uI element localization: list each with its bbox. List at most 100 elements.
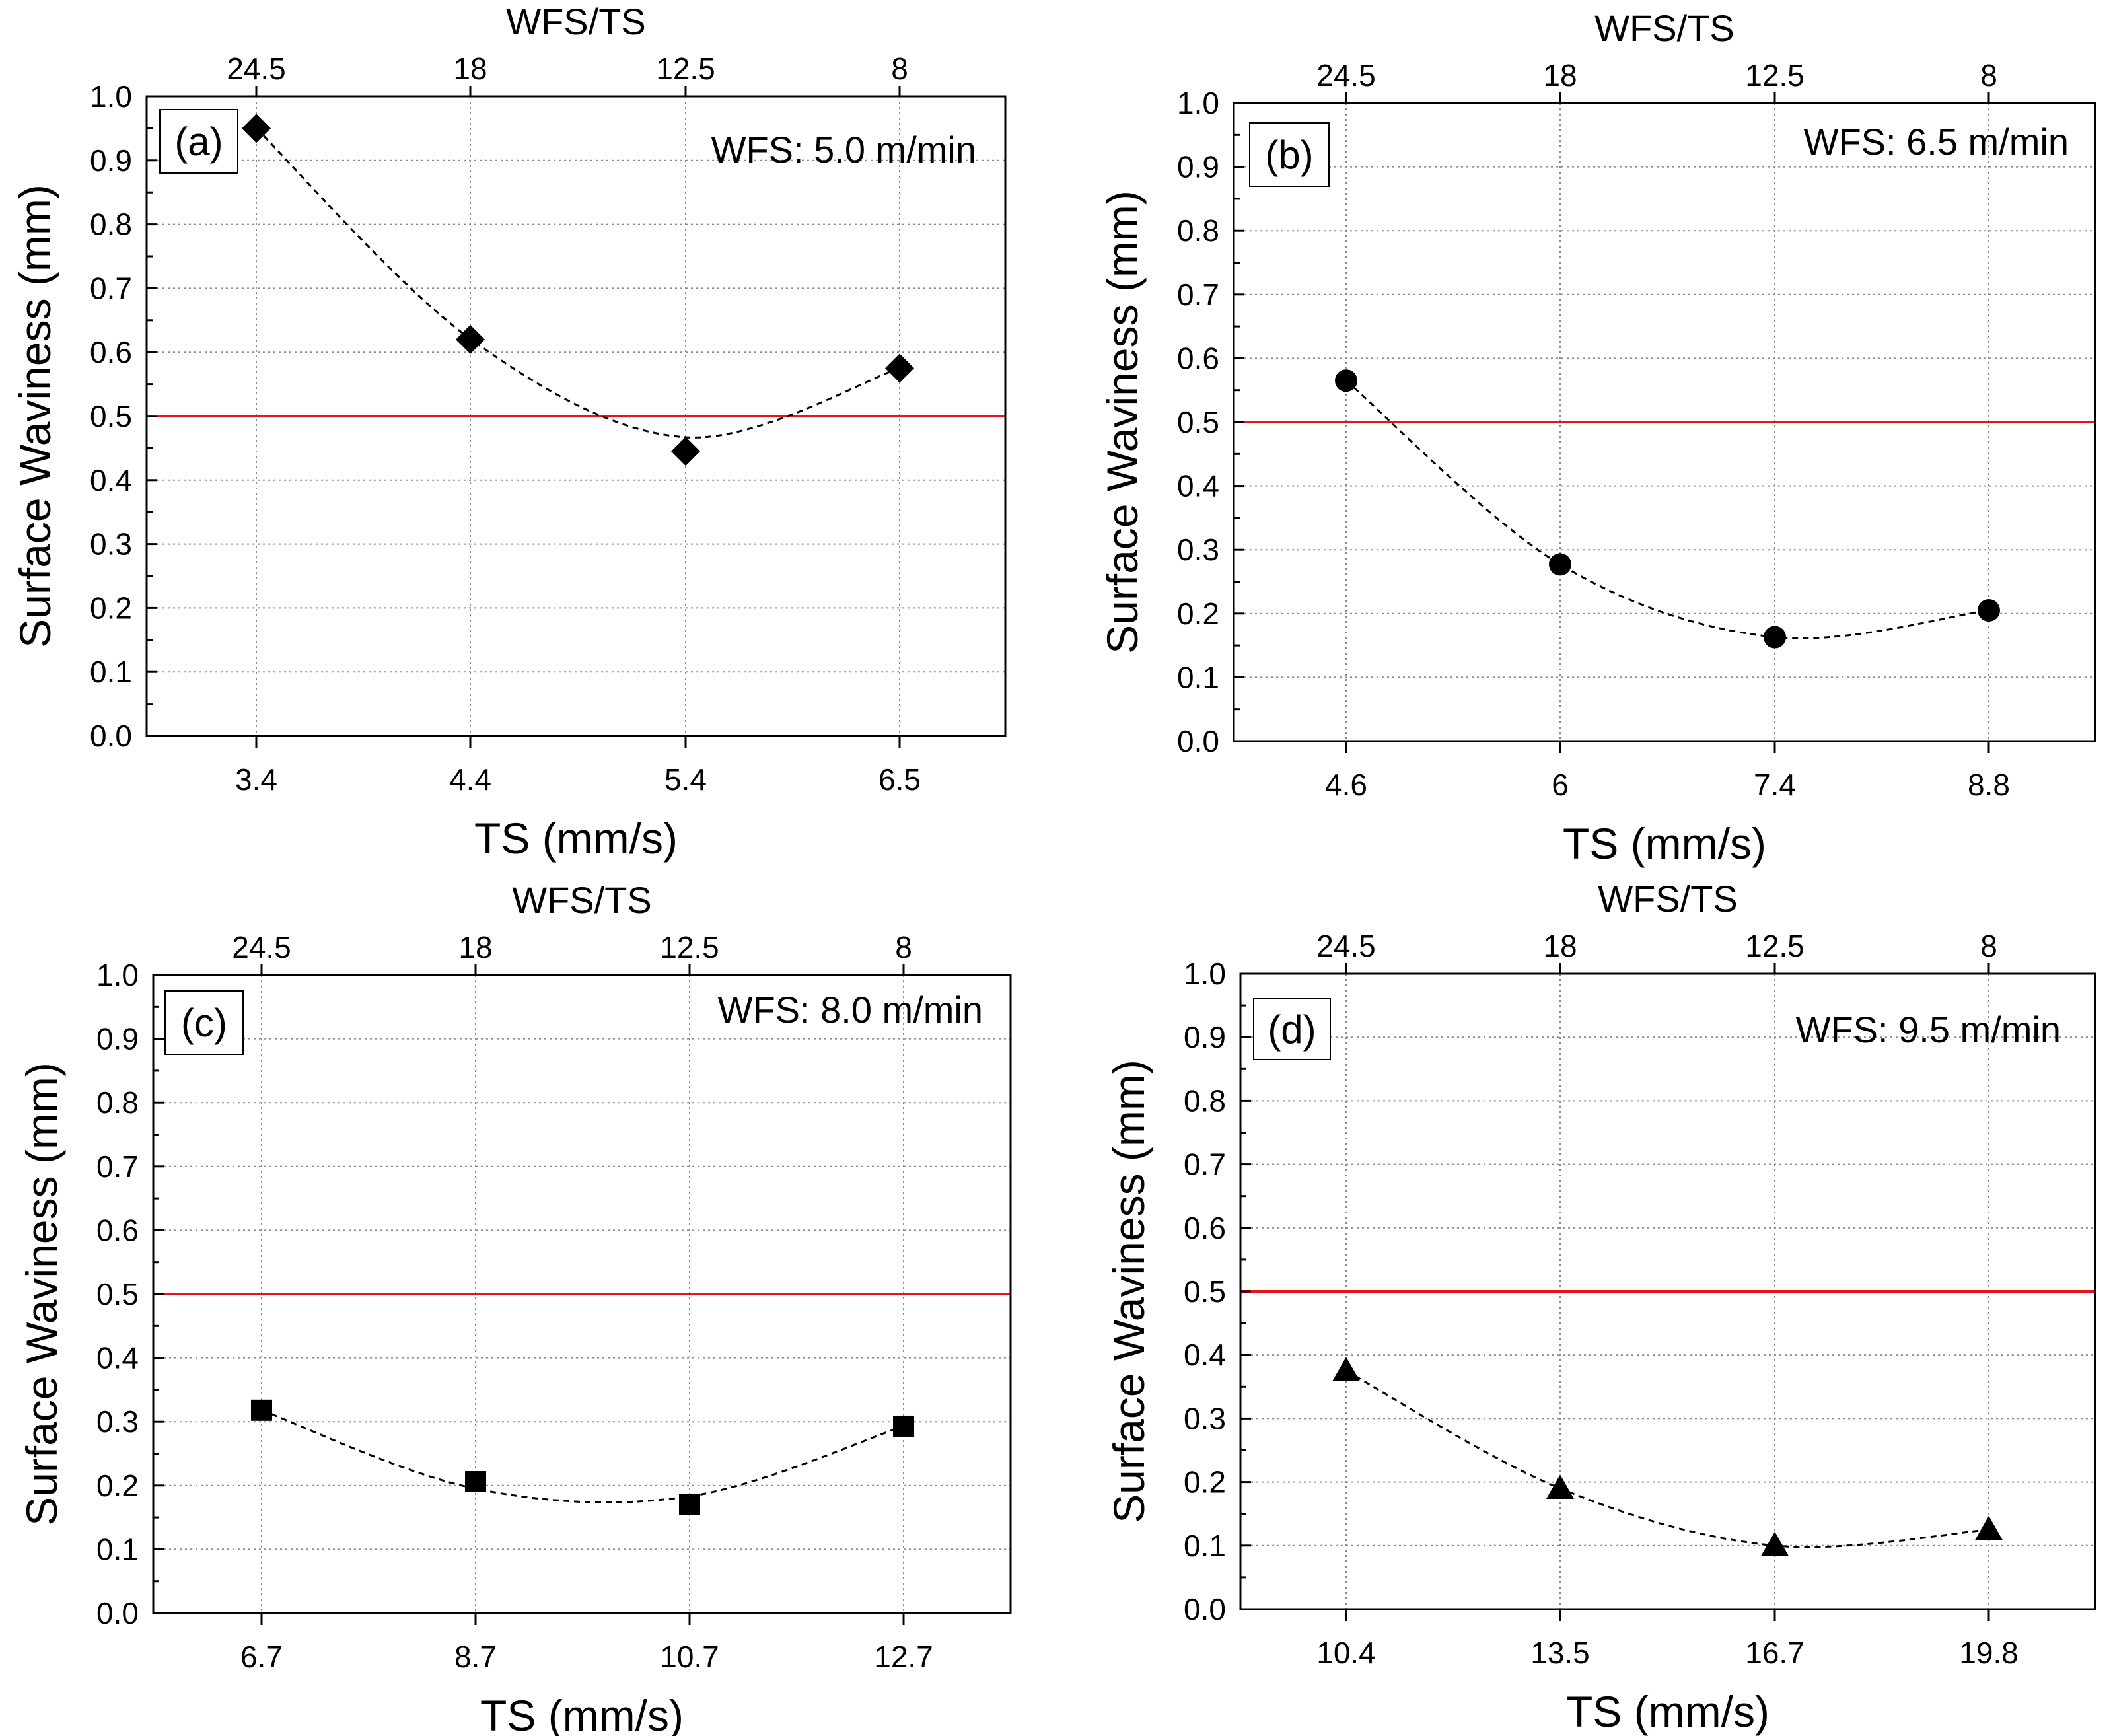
top-axis: 24.5 18 12.5 8 <box>232 930 912 975</box>
x-tick-label: 8.8 <box>1968 768 2010 802</box>
data-points <box>1332 1357 2003 1556</box>
wfs-annotation: WFS: 6.5 m/min <box>1804 121 2069 163</box>
top-tick-label: 18 <box>1543 58 1577 92</box>
data-point <box>671 437 700 466</box>
y-tick-label: 0.7 <box>90 271 132 305</box>
y-tick-label: 1.0 <box>96 958 139 992</box>
wfs-annotation: WFS: 9.5 m/min <box>1796 1009 2061 1050</box>
wfs-annotation: WFS: 5.0 m/min <box>711 129 976 170</box>
data-point <box>885 353 914 383</box>
y-tick-label: 0.1 <box>90 655 132 689</box>
data-point <box>242 114 271 143</box>
data-point <box>1546 1474 1574 1499</box>
top-tick-label: 12.5 <box>656 52 715 86</box>
panel-label: (a) <box>174 120 223 164</box>
y-tick-label: 0.0 <box>1184 1592 1226 1626</box>
top-tick-label: 8 <box>1980 58 1997 92</box>
fit-curve <box>1345 380 1989 639</box>
x-axis: 6.7 8.7 10.7 12.7 <box>240 1613 933 1674</box>
y-tick-label: 0.8 <box>1177 213 1219 248</box>
data-points <box>242 114 914 466</box>
x-axis: 4.6 6 7.4 8.8 <box>1325 741 2010 802</box>
y-axis-title: Surface Waviness (mm) <box>1104 1060 1153 1523</box>
top-tick-label: 24.5 <box>1316 58 1376 92</box>
top-tick-label: 12.5 <box>1745 58 1805 92</box>
y-axis-title: Surface Waviness (mm) <box>11 184 59 648</box>
data-point <box>1764 626 1786 649</box>
y-tick-label: 0.6 <box>90 335 132 369</box>
x-tick-label: 10.7 <box>660 1640 719 1674</box>
data-point <box>1332 1357 1360 1381</box>
data-point <box>679 1494 700 1515</box>
top-tick-label: 8 <box>891 52 908 86</box>
top-tick-label: 18 <box>1543 929 1577 963</box>
top-axis: 24.5 18 12.5 8 <box>1316 58 1997 103</box>
y-tick-label: 0.9 <box>96 1022 139 1056</box>
top-tick-label: 8 <box>1980 929 1997 963</box>
data-point <box>893 1415 914 1437</box>
y-tick-label: 0.1 <box>1184 1529 1226 1563</box>
data-points <box>1335 369 2000 649</box>
fit-curve <box>261 1409 904 1503</box>
y-tick-label: 1.0 <box>1184 957 1226 991</box>
panel-label-box <box>1253 998 1331 1060</box>
data-point <box>1549 553 1571 576</box>
y-tick-label: 0.5 <box>96 1277 139 1311</box>
y-tick-label: 0.0 <box>96 1596 139 1630</box>
top-tick-label: 24.5 <box>227 52 286 86</box>
top-axis-title: WFS/TS <box>506 1 646 42</box>
data-point <box>456 324 485 354</box>
y-tick-label: 0.6 <box>1184 1211 1226 1245</box>
top-axis: 24.5 18 12.5 8 <box>1316 929 1997 974</box>
top-axis-title: WFS/TS <box>1598 878 1738 920</box>
top-axis-title: WFS/TS <box>512 879 652 921</box>
top-tick-label: 18 <box>458 930 492 964</box>
panel-label-box <box>1249 122 1330 187</box>
panel-c: 0.0 0.1 0.2 0.3 0.4 0.5 0.6 0.7 0.8 0.9 1.0 6.7 8.7 1… <box>17 879 1012 1736</box>
y-tick-label: 1.0 <box>1177 86 1219 120</box>
y-tick-label: 0.9 <box>1184 1020 1226 1054</box>
y-tick-label: 0.6 <box>1177 341 1219 375</box>
x-axis: 3.4 4.4 5.4 6.5 <box>235 736 921 797</box>
y-tick-label: 0.3 <box>1184 1401 1226 1435</box>
top-tick-label: 12.5 <box>1745 929 1805 963</box>
fit-curve <box>255 127 900 439</box>
y-tick-label: 0.8 <box>1184 1083 1226 1118</box>
data-point <box>1761 1531 1789 1556</box>
data-point <box>1978 598 2000 622</box>
wfs-annotation: WFS: 8.0 m/min <box>718 989 983 1031</box>
y-tick-label: 0.5 <box>90 399 132 433</box>
y-tick-label: 0.0 <box>1177 724 1219 758</box>
fit-curve <box>1345 1369 1989 1548</box>
y-tick-label: 0.5 <box>1177 405 1219 439</box>
y-tick-label: 0.1 <box>96 1532 139 1566</box>
top-tick-label: 24.5 <box>232 930 291 964</box>
y-tick-label: 0.2 <box>1184 1465 1226 1500</box>
x-axis-title: TS (mm/s) <box>474 814 678 863</box>
top-axis: 24.5 18 12.5 8 <box>227 52 908 96</box>
y-tick-label: 0.2 <box>90 591 132 625</box>
y-tick-label: 0.3 <box>96 1404 139 1439</box>
y-tick-label: 0.7 <box>1184 1147 1226 1182</box>
top-tick-label: 12.5 <box>660 930 719 964</box>
x-axis-title: TS (mm/s) <box>1563 819 1766 868</box>
x-tick-label: 16.7 <box>1745 1636 1805 1670</box>
y-tick-label: 0.9 <box>1177 150 1219 184</box>
x-tick-label: 5.4 <box>664 762 707 797</box>
y-tick-label: 0.3 <box>1177 532 1219 567</box>
x-tick-label: 10.4 <box>1316 1636 1376 1670</box>
y-tick-label: 0.1 <box>1177 660 1219 694</box>
y-tick-label: 0.7 <box>1177 277 1219 312</box>
x-tick-label: 8.7 <box>454 1640 497 1674</box>
y-tick-label: 0.6 <box>96 1213 139 1247</box>
x-tick-label: 4.6 <box>1325 768 1367 802</box>
y-tick-label: 0.0 <box>90 719 132 753</box>
top-tick-label: 18 <box>453 52 487 86</box>
y-axis: 0.0 0.1 0.2 0.3 0.4 0.5 0.6 0.7 0.8 0.9 1.0 <box>90 79 157 753</box>
y-tick-label: 0.3 <box>90 527 132 561</box>
x-tick-label: 13.5 <box>1530 1636 1590 1670</box>
y-tick-label: 0.4 <box>1184 1338 1226 1372</box>
y-tick-label: 0.4 <box>90 463 132 497</box>
y-axis-title: Surface Waviness (mm) <box>17 1062 66 1526</box>
top-axis-title: WFS/TS <box>1594 7 1735 49</box>
